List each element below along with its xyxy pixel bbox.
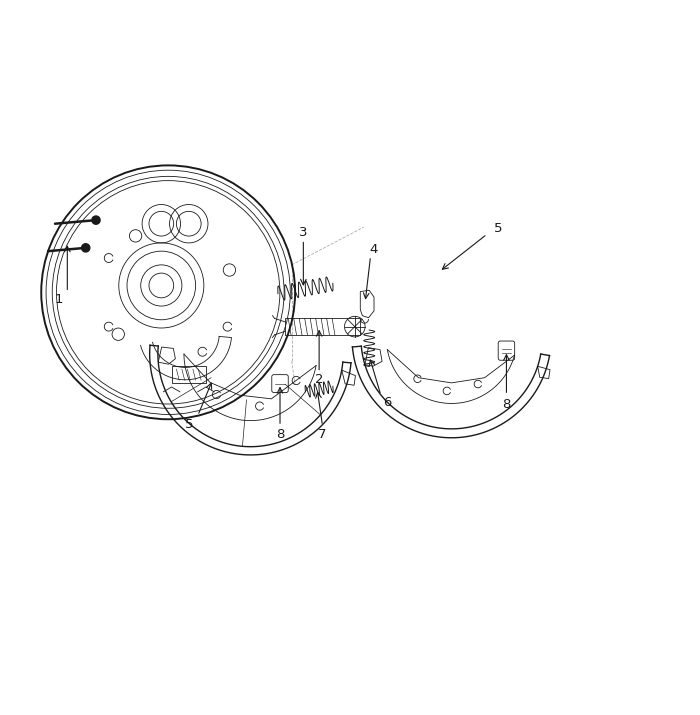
Text: 5: 5 xyxy=(494,222,503,235)
Text: 4: 4 xyxy=(370,242,378,255)
Text: 8: 8 xyxy=(276,428,284,441)
Text: 3: 3 xyxy=(299,226,307,239)
Text: 6: 6 xyxy=(384,396,392,409)
Text: 8: 8 xyxy=(502,398,510,410)
Circle shape xyxy=(82,244,90,252)
Text: 5: 5 xyxy=(185,418,193,430)
Circle shape xyxy=(92,216,100,225)
Text: 7: 7 xyxy=(318,428,327,441)
Text: 1: 1 xyxy=(54,292,63,306)
Text: 2: 2 xyxy=(315,373,323,386)
